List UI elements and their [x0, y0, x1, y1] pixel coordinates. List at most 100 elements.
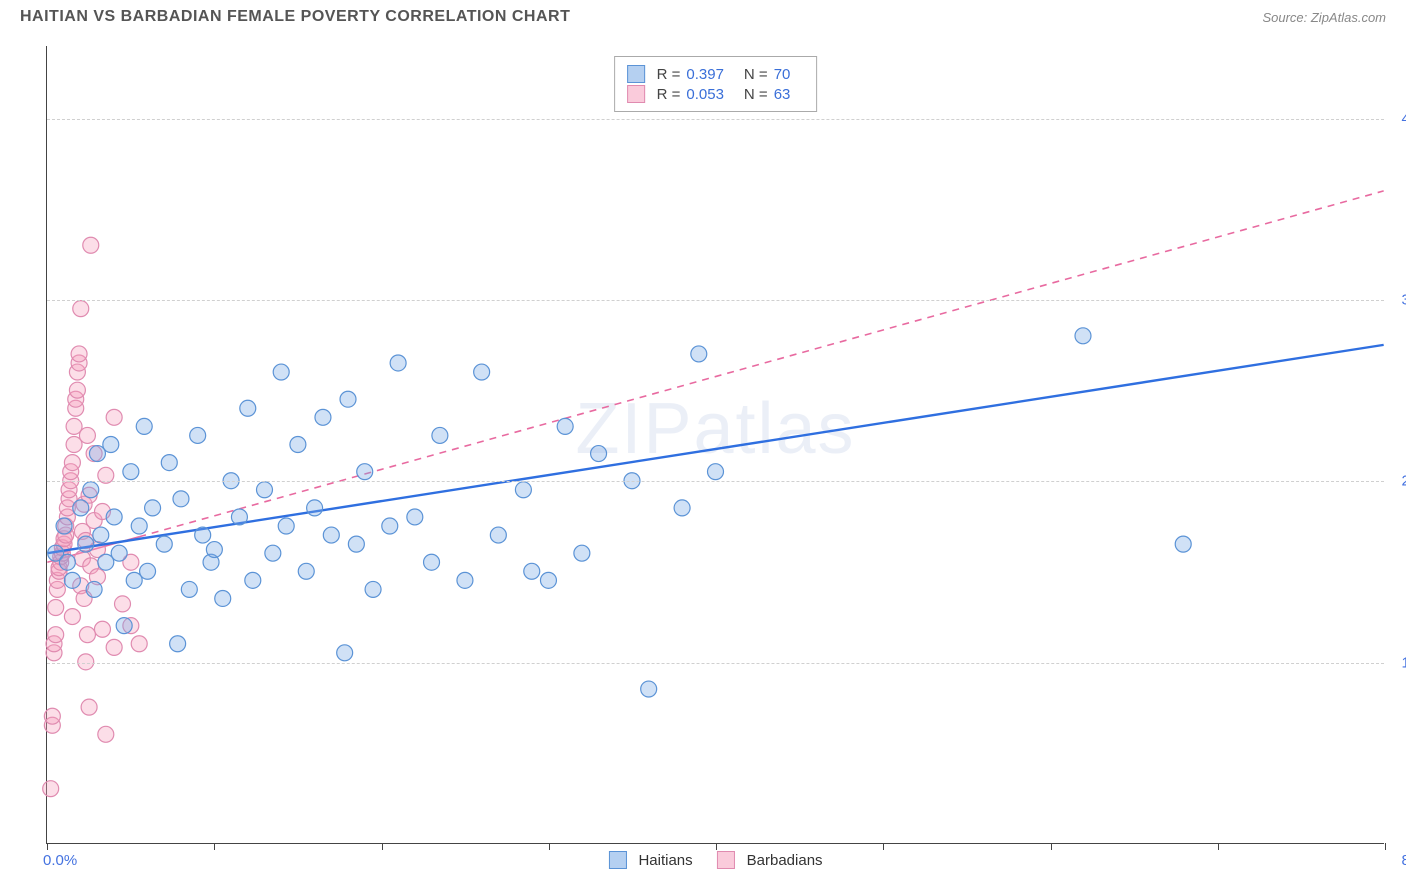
scatter-plot-svg — [47, 46, 1384, 843]
n-value: 70 — [774, 66, 791, 83]
data-point — [290, 437, 306, 453]
data-point — [64, 455, 80, 471]
data-point — [674, 500, 690, 516]
r-value: 0.053 — [686, 86, 724, 103]
data-point — [106, 639, 122, 655]
data-point — [641, 681, 657, 697]
data-point — [94, 621, 110, 637]
data-point — [574, 545, 590, 561]
data-point — [131, 636, 147, 652]
data-point — [64, 572, 80, 588]
data-point — [79, 627, 95, 643]
data-point — [56, 518, 72, 534]
data-point — [515, 482, 531, 498]
data-point — [273, 364, 289, 380]
gridline — [47, 119, 1384, 120]
data-point — [48, 627, 64, 643]
data-point — [43, 781, 59, 797]
data-point — [106, 509, 122, 525]
data-point — [111, 545, 127, 561]
data-point — [64, 609, 80, 625]
chart-title: HAITIAN VS BARBADIAN FEMALE POVERTY CORR… — [20, 8, 570, 26]
data-point — [73, 500, 89, 516]
chart-header: HAITIAN VS BARBADIAN FEMALE POVERTY CORR… — [0, 0, 1406, 30]
data-point — [173, 491, 189, 507]
data-point — [407, 509, 423, 525]
gridline — [47, 663, 1384, 664]
data-point — [457, 572, 473, 588]
x-tick — [1051, 843, 1052, 850]
data-point — [1075, 328, 1091, 344]
gridline — [47, 481, 1384, 482]
legend-swatch — [608, 851, 626, 869]
data-point — [298, 563, 314, 579]
data-point — [93, 527, 109, 543]
data-point — [432, 427, 448, 443]
legend-swatch — [717, 851, 735, 869]
data-point — [591, 446, 607, 462]
n-label: N = — [744, 66, 768, 83]
r-label: R = — [657, 86, 681, 103]
series-swatch — [627, 65, 645, 83]
data-point — [48, 600, 64, 616]
data-point — [206, 542, 222, 558]
data-point — [708, 464, 724, 480]
data-point — [490, 527, 506, 543]
stats-row: R = 0.053 N = 63 — [627, 85, 805, 103]
data-point — [307, 500, 323, 516]
data-point — [215, 590, 231, 606]
data-point — [103, 437, 119, 453]
data-point — [340, 391, 356, 407]
x-tick — [47, 843, 48, 850]
x-tick — [382, 843, 383, 850]
data-point — [145, 500, 161, 516]
x-tick — [549, 843, 550, 850]
data-point — [265, 545, 281, 561]
data-point — [390, 355, 406, 371]
data-point — [231, 509, 247, 525]
data-point — [115, 596, 131, 612]
legend-item: Haitians — [608, 851, 692, 869]
data-point — [71, 346, 87, 362]
data-point — [315, 409, 331, 425]
data-point — [170, 636, 186, 652]
series-legend: Haitians Barbadians — [608, 851, 822, 869]
data-point — [240, 400, 256, 416]
data-point — [181, 581, 197, 597]
x-axis-max-label: 80.0% — [1401, 852, 1406, 869]
data-point — [1175, 536, 1191, 552]
data-point — [337, 645, 353, 661]
data-point — [116, 618, 132, 634]
data-point — [131, 518, 147, 534]
r-value: 0.397 — [686, 66, 724, 83]
data-point — [382, 518, 398, 534]
stats-row: R =0.397N =70 — [627, 65, 805, 83]
series-swatch — [627, 85, 645, 103]
n-label: N = — [744, 86, 768, 103]
data-point — [524, 563, 540, 579]
data-point — [140, 563, 156, 579]
n-value: 63 — [774, 86, 791, 103]
data-point — [323, 527, 339, 543]
data-point — [83, 237, 99, 253]
y-tick-label: 30.0% — [1401, 291, 1406, 308]
data-point — [278, 518, 294, 534]
data-point — [86, 581, 102, 597]
data-point — [81, 699, 97, 715]
data-point — [83, 482, 99, 498]
data-point — [245, 572, 261, 588]
data-point — [557, 418, 573, 434]
data-point — [106, 409, 122, 425]
x-tick — [214, 843, 215, 850]
legend-item: Barbadians — [717, 851, 823, 869]
data-point — [59, 554, 75, 570]
data-point — [44, 708, 60, 724]
gridline — [47, 300, 1384, 301]
data-point — [78, 536, 94, 552]
data-point — [257, 482, 273, 498]
source-attribution: Source: ZipAtlas.com — [1262, 10, 1386, 25]
x-tick — [1385, 843, 1386, 850]
chart-area: ZIPatlas R =0.397N =70R =0.053N =63 0.0%… — [46, 46, 1384, 844]
data-point — [365, 581, 381, 597]
x-tick — [1218, 843, 1219, 850]
